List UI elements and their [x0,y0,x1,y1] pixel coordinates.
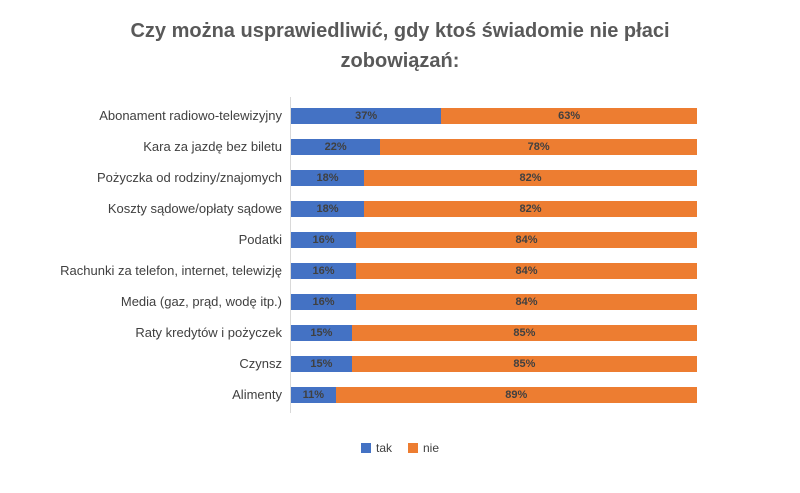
data-label: 63% [558,109,581,122]
bar-track: 11% 89% [291,386,697,403]
chart-row: Rachunki za telefon, internet, telewizję… [0,255,800,286]
bar-segment-nie: 84% [355,293,697,310]
data-label: 82% [519,171,542,184]
data-label: 22% [324,140,347,153]
data-label: 11% [302,388,325,401]
data-label: 16% [312,233,335,246]
bar-segment-nie: 89% [335,386,697,403]
bar-segment-nie: 84% [355,231,697,248]
data-label: 84% [515,233,538,246]
data-label: 18% [316,202,339,215]
data-label: 78% [527,140,550,153]
bar-segment-tak: 15% [291,355,352,372]
bar-track: 16% 84% [291,293,697,310]
data-label: 16% [312,264,335,277]
bar-track: 15% 85% [291,355,697,372]
data-label: 84% [515,295,538,308]
bar-track: 18% 82% [291,169,697,186]
bar-segment-nie: 82% [364,200,697,217]
chart-title: Czy można usprawiedliwić, gdy ktoś świad… [0,16,800,76]
data-label: 84% [515,264,538,277]
data-label: 18% [316,171,339,184]
bar-segment-tak: 16% [291,231,356,248]
bar-track: 16% 84% [291,231,697,248]
legend: tak nie [0,441,800,455]
data-label: 89% [505,388,528,401]
legend-swatch-tak [360,443,371,453]
bar-segment-tak: 18% [291,169,365,186]
bar-segment-tak: 16% [291,293,356,310]
bar-segment-nie: 63% [441,107,697,124]
chart-row: Media (gaz, prąd, wodę itp.) 16% 84% [0,286,800,317]
data-label: 16% [312,295,335,308]
bar-segment-nie: 84% [355,262,697,279]
chart-row: Czynsz 15% 85% [0,348,800,379]
chart-row: Podatki 16% 84% [0,224,800,255]
bar-segment-nie: 82% [364,169,697,186]
legend-label-nie: nie [423,441,440,455]
bar-segment-tak: 22% [291,138,381,155]
bar-segment-tak: 16% [291,262,356,279]
bar-track: 16% 84% [291,262,697,279]
category-label: Czynsz [239,356,282,371]
bar-track: 18% 82% [291,200,697,217]
chart-row: Abonament radiowo-telewizyjny 37% 63% [0,100,800,131]
data-label: 15% [310,326,333,339]
bar-track: 15% 85% [291,324,697,341]
chart-row: Pożyczka od rodziny/znajomych 18% 82% [0,162,800,193]
legend-item-nie: nie [408,441,439,455]
bar-track: 37% 63% [291,107,697,124]
category-label: Rachunki za telefon, internet, telewizję [60,263,282,278]
data-label: 82% [519,202,542,215]
stacked-bar-chart: Czy można usprawiedliwić, gdy ktoś świad… [0,16,800,455]
legend-label-tak: tak [375,441,392,455]
data-label: 85% [513,326,536,339]
chart-row: Koszty sądowe/opłaty sądowe 18% 82% [0,193,800,224]
chart-row: Raty kredytów i pożyczek 15% 85% [0,317,800,348]
chart-row: Alimenty 11% 89% [0,379,800,410]
bar-segment-tak: 18% [291,200,365,217]
chart-title-line2: zobowiązań: [340,50,460,72]
chart-title-line1: Czy można usprawiedliwić, gdy ktoś świad… [130,20,670,42]
bar-segment-tak: 15% [291,324,352,341]
category-label: Media (gaz, prąd, wodę itp.) [120,294,282,309]
bar-segment-tak: 37% [291,107,442,124]
data-label: 85% [513,357,536,370]
bar-segment-nie: 78% [380,138,697,155]
legend-swatch-nie [408,443,418,453]
bar-segment-nie: 85% [351,324,697,341]
category-label: Podatki [238,232,282,247]
bar-track: 22% 78% [291,138,697,155]
data-label: 15% [310,357,333,370]
bar-segment-nie: 85% [351,355,697,372]
category-label: Abonament radiowo-telewizyjny [99,108,282,123]
category-label: Kara za jazdę bez biletu [143,139,282,154]
data-label: 37% [355,109,378,122]
chart-row: Kara za jazdę bez biletu 22% 78% [0,131,800,162]
legend-item-tak: tak [360,441,392,455]
category-label: Alimenty [232,387,282,402]
bar-segment-tak: 11% [291,386,336,403]
plot-area: Abonament radiowo-telewizyjny 37% 63% Kara … [0,97,800,413]
category-label: Pożyczka od rodziny/znajomych [97,170,282,185]
category-label: Raty kredytów i pożyczek [135,325,282,340]
category-label: Koszty sądowe/opłaty sądowe [107,201,282,216]
